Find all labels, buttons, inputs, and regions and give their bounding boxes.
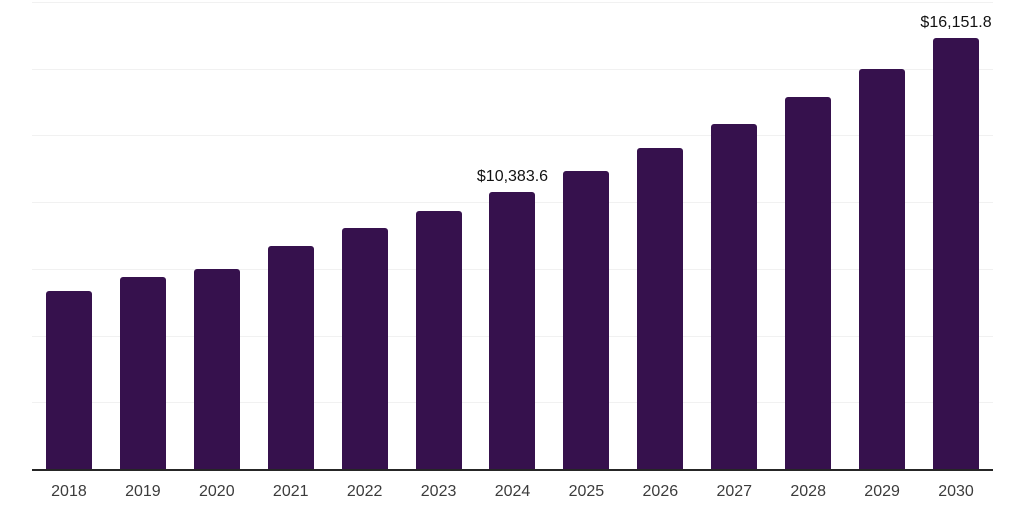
bar-slot [254, 2, 328, 469]
bar-slot [623, 2, 697, 469]
x-tick-label-2023: 2023 [420, 483, 457, 500]
bar-slot [549, 2, 623, 469]
bar-2018 [45, 290, 92, 469]
bar-2020 [193, 268, 240, 469]
bar-2026 [637, 147, 684, 469]
bar-2027 [711, 123, 758, 469]
bar-slot [697, 2, 771, 469]
plot-area: $10,383.6 $16,151.8 [32, 2, 993, 469]
x-tick-label-2025: 2025 [568, 483, 605, 500]
bar-2029 [859, 68, 906, 469]
x-tick-label-2022: 2022 [346, 483, 383, 500]
data-label-2024: $10,383.6 [476, 167, 549, 185]
bar-slot [32, 2, 106, 469]
bar-2022 [341, 227, 388, 469]
bar-slot [845, 2, 919, 469]
x-tick-label-2029: 2029 [864, 483, 900, 500]
bar-2023 [415, 210, 462, 469]
bar-2019 [119, 276, 166, 469]
bar-slot [328, 2, 402, 469]
bar-2028 [785, 97, 832, 469]
bar-slot: $10,383.6 [476, 2, 550, 469]
x-tick-label-2027: 2027 [716, 483, 753, 500]
gridline [32, 2, 993, 3]
bar-slot: $16,151.8 [919, 2, 993, 469]
bar-2021 [267, 245, 314, 469]
bar-2024 [489, 191, 536, 469]
x-tick-label-2028: 2028 [790, 483, 826, 500]
bar-slot [180, 2, 254, 469]
x-tick-label-2020: 2020 [199, 483, 235, 500]
x-tick-label-2019: 2019 [125, 483, 161, 500]
bar-slot [402, 2, 476, 469]
bar-2030 [933, 37, 980, 469]
x-axis-line [32, 469, 993, 471]
bar-slot [106, 2, 180, 469]
bars: $10,383.6 $16,151.8 [32, 2, 993, 469]
data-label-2030: $16,151.8 [920, 13, 992, 31]
x-tick-label-2018: 2018 [51, 483, 87, 500]
x-tick-label-2021: 2021 [272, 483, 309, 500]
x-tick-label-2030: 2030 [938, 483, 974, 500]
gridline [32, 135, 993, 137]
x-tick-label-2024: 2024 [494, 483, 531, 500]
bar-slot [771, 2, 845, 469]
x-axis-labels: 2018 2019 2020 2021 2022 2023 2024 2025 2026 2027… [32, 483, 993, 501]
gridline [32, 68, 993, 70]
bar-2025 [563, 170, 610, 469]
x-tick-label-2026: 2026 [642, 483, 679, 500]
